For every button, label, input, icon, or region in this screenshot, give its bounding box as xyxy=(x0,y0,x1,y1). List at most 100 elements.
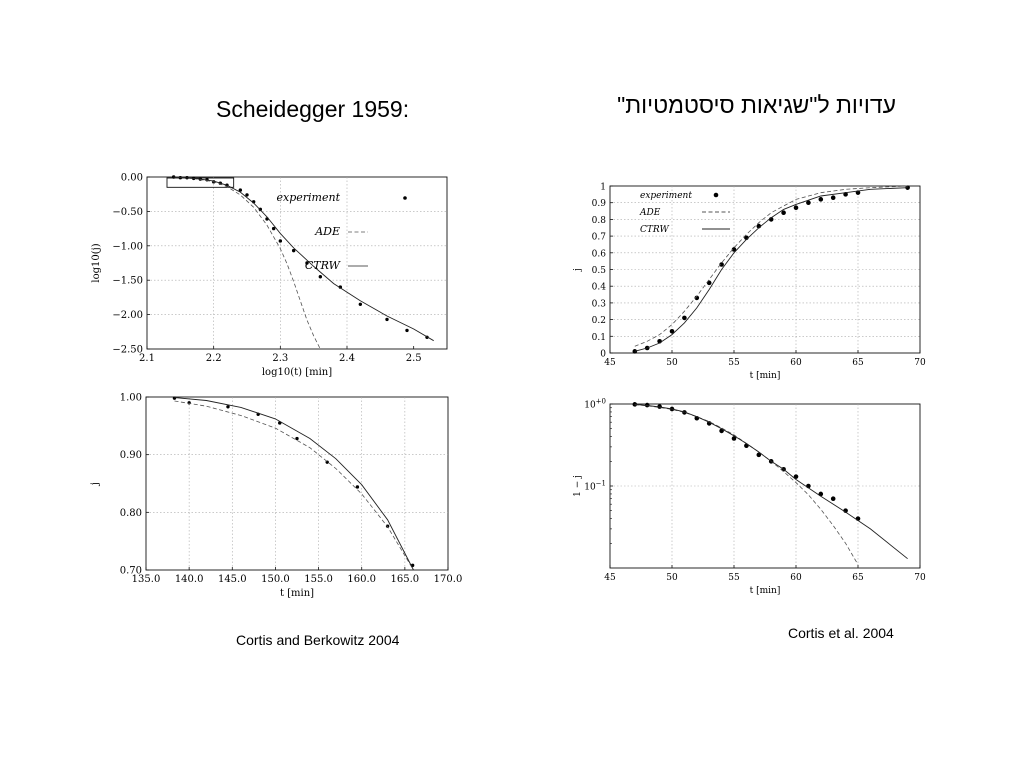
y-tick-label: 0.90 xyxy=(120,450,142,461)
ade-curve xyxy=(634,404,859,565)
y-tick-label: −1.50 xyxy=(112,276,143,287)
x-tick-label: 2.3 xyxy=(272,353,288,364)
legend-label-ade: ADE xyxy=(639,208,661,218)
x-tick-label: 2.2 xyxy=(206,353,222,364)
legend-label-ade: ADE xyxy=(314,225,340,238)
x-tick-label: 160.0 xyxy=(347,574,376,585)
ctrw-curve xyxy=(173,176,434,342)
x-tick-label: 65 xyxy=(852,573,864,583)
x-axis-label: t [min] xyxy=(750,586,781,596)
x-tick-label: 55 xyxy=(728,358,740,368)
experiment-point xyxy=(682,315,687,321)
y-tick-label: 0.1 xyxy=(592,333,606,343)
x-tick-label: 70 xyxy=(914,573,926,583)
ctrw-curve xyxy=(634,187,908,352)
experiment-point xyxy=(781,210,786,216)
y-tick-label: −2.00 xyxy=(112,310,143,321)
x-tick-label: 140.0 xyxy=(175,574,204,585)
x-tick-label: 50 xyxy=(666,358,678,368)
experiment-point xyxy=(731,247,737,252)
legend-label-ctrw: CTRW xyxy=(305,259,342,272)
x-tick-label: 45 xyxy=(604,573,616,583)
experiment-point xyxy=(291,248,296,253)
experiment-point xyxy=(806,200,811,205)
y-tick-label: 0.9 xyxy=(592,199,607,209)
x-tick-label: 50 xyxy=(666,573,678,583)
y-tick-label: 0.5 xyxy=(592,266,607,276)
y-tick-label: 0 xyxy=(600,350,606,360)
experiment-point xyxy=(632,349,638,354)
experiment-point xyxy=(756,452,762,458)
experiment-point xyxy=(226,405,230,409)
experiment-point xyxy=(385,317,389,322)
y-axis-label: log10(j) xyxy=(91,243,102,282)
slide-title-left: Scheidegger 1959: xyxy=(216,96,410,122)
experiment-point xyxy=(905,185,910,190)
experiment-point xyxy=(318,275,323,279)
x-axis-label: t [min] xyxy=(750,371,781,381)
legend-marker-experiment xyxy=(403,196,407,200)
experiment-point xyxy=(245,193,249,197)
x-tick-label: 2.5 xyxy=(406,353,422,364)
x-tick-label: 135.0 xyxy=(132,574,161,585)
experiment-point xyxy=(793,205,799,211)
experiment-point xyxy=(793,474,799,479)
y-tick-label: 0.7 xyxy=(592,233,607,243)
ade-curve xyxy=(634,185,908,347)
y-tick-label: −0.50 xyxy=(112,207,143,218)
y-tick-label: 0.80 xyxy=(120,508,142,519)
x-tick-label: 155.0 xyxy=(304,574,333,585)
ade-curve xyxy=(173,176,321,350)
x-tick-label: 145.0 xyxy=(218,574,247,585)
y-axis-label: j xyxy=(573,268,583,272)
y-tick-label: 1.00 xyxy=(120,393,142,404)
experiment-point xyxy=(731,436,737,441)
plot-frame xyxy=(146,176,448,350)
slide-title-right: עדויות ל"שגיאות סיסטמטיות" xyxy=(617,92,896,118)
experiment-point xyxy=(632,402,638,407)
experiment-point xyxy=(358,302,363,306)
y-tick-label: 0.70 xyxy=(120,566,142,577)
plot-frame xyxy=(145,396,449,571)
x-tick-label: 150.0 xyxy=(261,574,290,585)
experiment-point xyxy=(295,436,299,441)
caption-left: Cortis and Berkowitz 2004 xyxy=(236,632,400,648)
ade-curve xyxy=(174,400,414,571)
experiment-point xyxy=(818,197,824,202)
experiment-point xyxy=(271,226,276,231)
experiment-point xyxy=(830,496,836,502)
experiment-point xyxy=(355,485,360,489)
y-tick-label: 0.4 xyxy=(592,283,607,293)
legend-label-ctrw: CTRW xyxy=(640,225,669,235)
experiment-point xyxy=(305,261,309,265)
x-tick-label: 170.0 xyxy=(434,574,463,585)
x-tick-label: 65 xyxy=(852,358,864,368)
y-tick-label: 10+0 xyxy=(584,398,606,411)
experiment-point xyxy=(719,262,724,267)
x-tick-label: 2.1 xyxy=(139,353,155,364)
legend-marker-experiment xyxy=(713,192,719,198)
y-tick-label: 10−1 xyxy=(584,480,606,493)
y-tick-label: 0.2 xyxy=(592,316,606,326)
y-tick-label: 1 xyxy=(600,183,606,193)
x-tick-label: 60 xyxy=(790,358,802,368)
experiment-point xyxy=(830,195,836,200)
y-tick-label: 0.6 xyxy=(592,249,607,259)
x-tick-label: 2.4 xyxy=(339,353,355,364)
caption-right: Cortis et al. 2004 xyxy=(788,625,894,641)
experiment-point xyxy=(694,295,700,301)
y-axis-label: j xyxy=(90,482,101,486)
experiment-point xyxy=(171,175,176,179)
x-tick-label: 60 xyxy=(790,573,802,583)
y-tick-label: −2.50 xyxy=(112,345,143,356)
x-tick-label: 165.0 xyxy=(391,574,420,585)
ctrw-curve xyxy=(634,403,908,560)
legend-label-experiment: experiment xyxy=(277,191,341,204)
x-tick-label: 55 xyxy=(728,573,740,583)
x-axis-label: log10(t) [min] xyxy=(262,367,332,378)
x-axis-label: t [min] xyxy=(280,588,314,599)
